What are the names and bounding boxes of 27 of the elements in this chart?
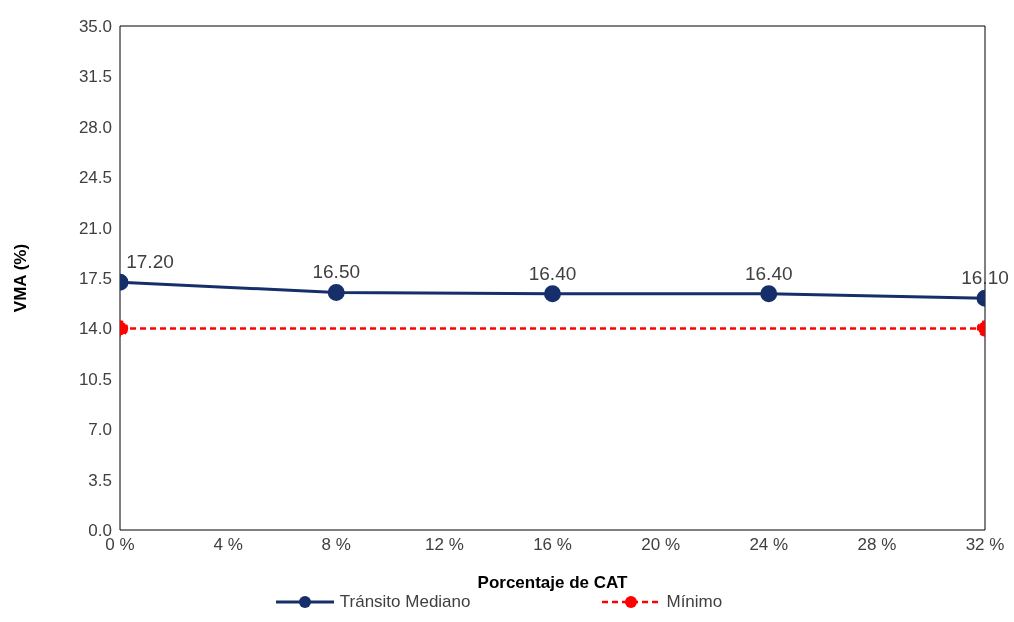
x-axis-title: Porcentaje de CAT	[477, 573, 629, 592]
y-tick-label: 24.5	[78, 168, 112, 188]
data-label: 17.20	[126, 251, 174, 273]
y-tick-label: 10.5	[78, 369, 112, 389]
legend-label: Mínimo	[665, 592, 723, 612]
x-tick-label: 28 %	[857, 535, 897, 555]
x-tick-label: 4 %	[213, 535, 243, 555]
data-label: 16.50	[312, 261, 361, 283]
x-tick-label: 32 %	[965, 535, 1005, 555]
data-label: 16.40	[528, 262, 577, 284]
x-tick-label: 20 %	[641, 535, 680, 555]
y-tick-label: 7.0	[88, 420, 112, 440]
y-tick-label: 14.0	[78, 319, 112, 339]
y-tick-label: 17.5	[78, 269, 112, 289]
x-tick-label: 24 %	[749, 535, 789, 555]
y-tick-label: 3.5	[88, 470, 112, 490]
point	[544, 285, 561, 303]
y-tick-label: 35.0	[78, 17, 112, 37]
y-tick-label: 21.0	[78, 218, 112, 238]
data-label: 16.40	[744, 262, 793, 284]
legend-label: Tránsito Mediano	[338, 592, 471, 612]
x-tick-label: 12 %	[425, 535, 464, 555]
x-tick-label: 16 %	[533, 535, 572, 555]
y-tick-label: 31.5	[78, 67, 112, 87]
y-tick-label: 28.0	[78, 117, 112, 137]
y-axis-title: VMA (%)	[11, 243, 31, 313]
x-tick-label: 8 %	[321, 535, 351, 555]
